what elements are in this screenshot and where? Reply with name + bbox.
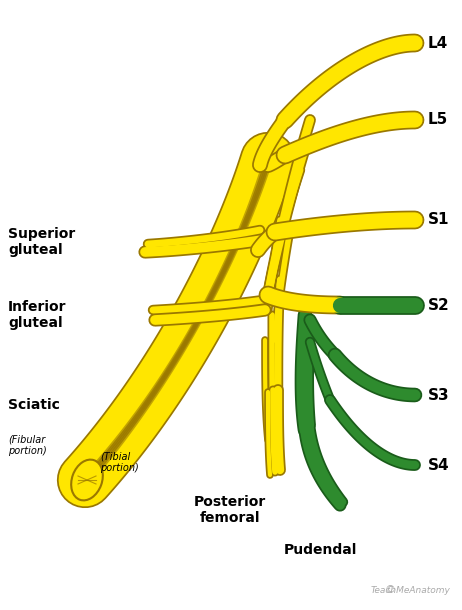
Ellipse shape xyxy=(71,459,103,500)
Text: TeachMeAnatomy: TeachMeAnatomy xyxy=(370,586,450,595)
Text: S2: S2 xyxy=(428,298,450,312)
Text: Pudendal: Pudendal xyxy=(283,543,357,557)
Text: S4: S4 xyxy=(428,458,450,473)
Text: (Tibial
portion): (Tibial portion) xyxy=(100,451,139,473)
Text: (Fibular
portion): (Fibular portion) xyxy=(8,434,47,456)
Text: ©: © xyxy=(384,585,395,595)
Text: Superior
gluteal: Superior gluteal xyxy=(8,227,75,257)
Text: Sciatic: Sciatic xyxy=(8,398,60,412)
Text: Posterior
femoral: Posterior femoral xyxy=(194,495,266,525)
Text: S3: S3 xyxy=(428,387,450,403)
Text: L4: L4 xyxy=(428,35,448,51)
Text: Inferior
gluteal: Inferior gluteal xyxy=(8,300,67,330)
Text: S1: S1 xyxy=(428,212,450,228)
Text: L5: L5 xyxy=(428,112,448,127)
